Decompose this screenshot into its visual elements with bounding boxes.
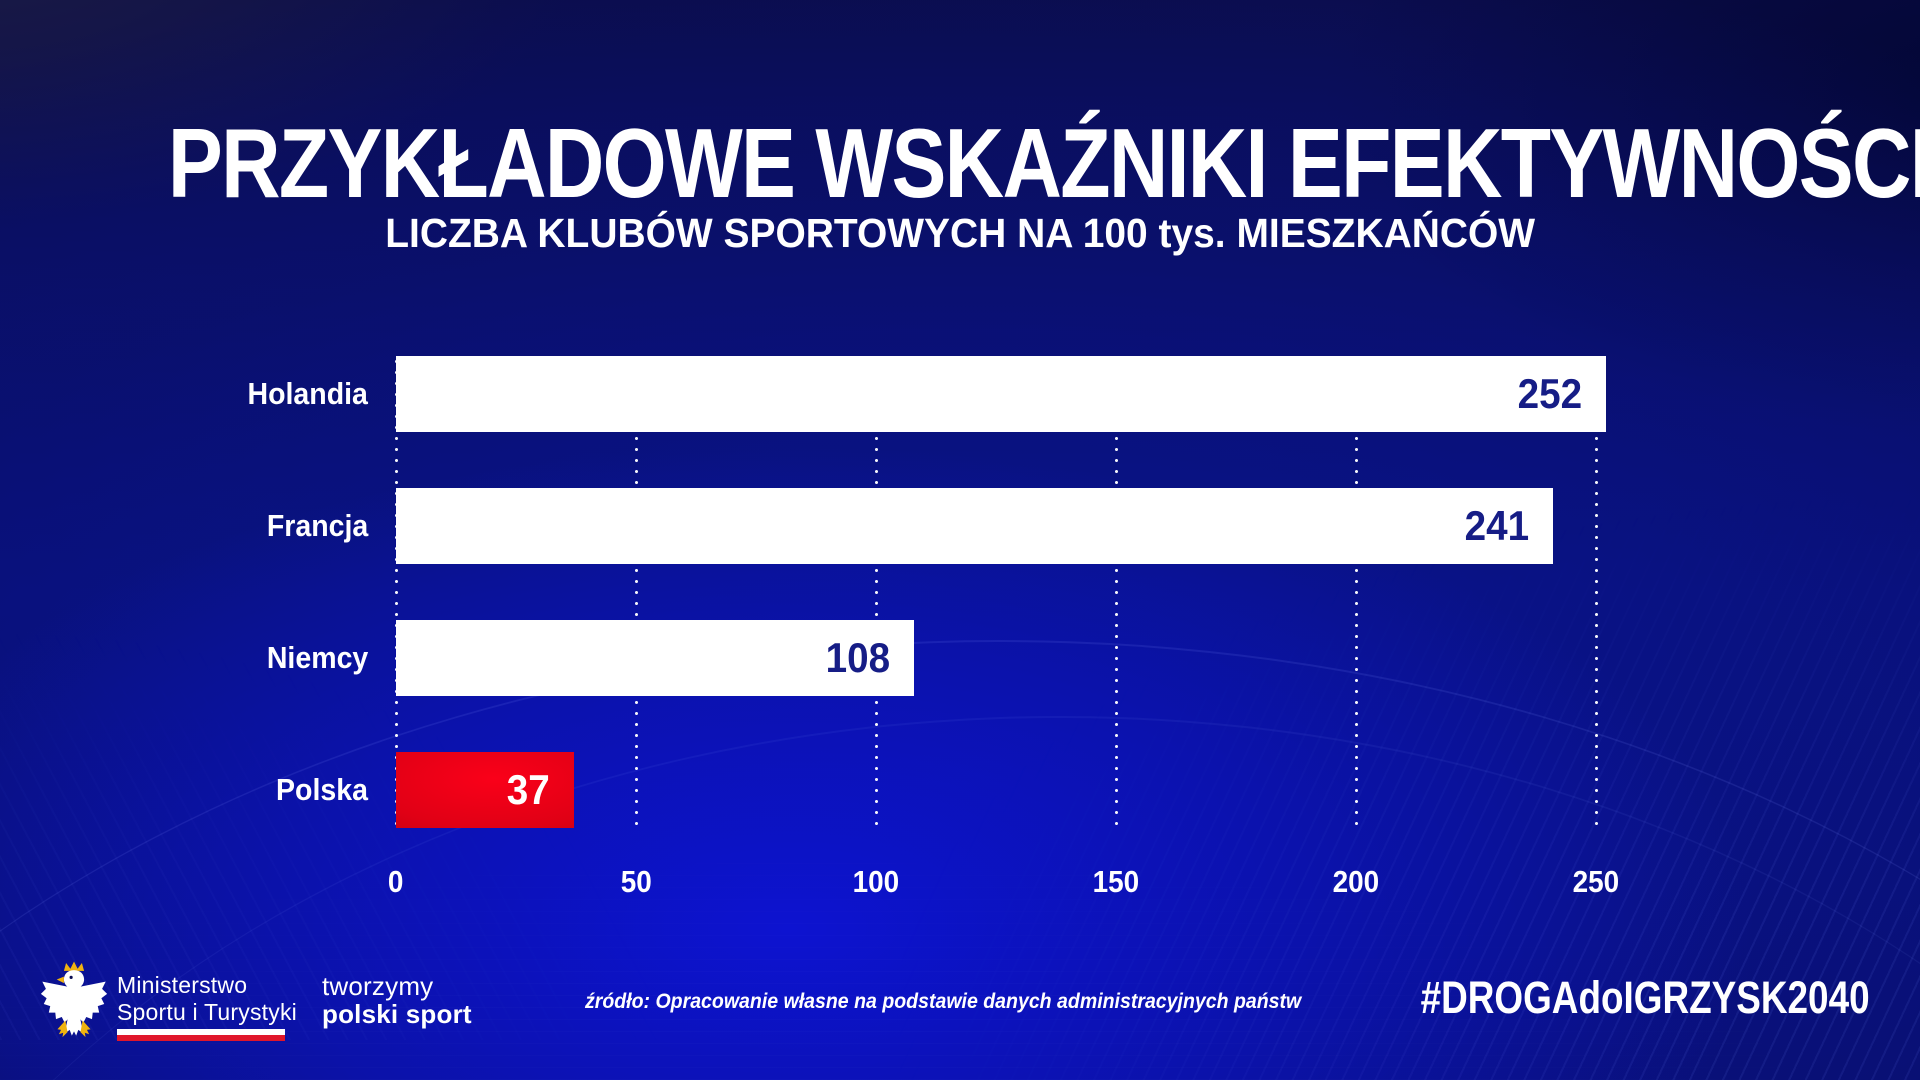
page-title-text: PRZYKŁADOWE WSKAŹNIKI EFEKTYWNOŚCI [167, 107, 1920, 218]
axis-tick-0: 0 [336, 864, 456, 900]
axis-tick-label: 150 [1092, 864, 1140, 899]
bar-niemcy: 108 [396, 620, 915, 696]
axis-tick-label: 100 [852, 864, 900, 899]
chart-subtitle: LICZBA KLUBÓW SPORTOWYCH NA 100 tys. MIE… [0, 210, 1920, 257]
axis-tick-50: 50 [576, 864, 696, 900]
ministry-name-line1: Ministerstwo [117, 972, 248, 998]
category-label-niemcy: Niemcy [48, 620, 368, 696]
axis-tick-label: 250 [1572, 864, 1620, 899]
category-label-text: Polska [276, 772, 368, 807]
campaign-hashtag: #DROGAdoIGRZYSK2040 [1322, 972, 1870, 1024]
tagline-line2: polski sport [322, 999, 472, 1029]
category-label-francja: Francja [48, 488, 368, 564]
value-label-francja: 241 [1464, 502, 1529, 549]
page-title: PRZYKŁADOWE WSKAŹNIKI EFEKTYWNOŚCI [0, 107, 1920, 218]
chart-subtitle-text: LICZBA KLUBÓW SPORTOWYCH NA 100 tys. MIE… [385, 210, 1535, 257]
axis-tick-250: 250 [1536, 864, 1656, 900]
flag-white-stripe [117, 1029, 285, 1035]
category-label-holandia: Holandia [48, 356, 368, 432]
category-label-text: Niemcy [266, 640, 368, 675]
polish-eagle-icon [40, 961, 108, 1038]
gridline-50 [634, 356, 638, 828]
campaign-hashtag-text: #DROGAdoIGRZYSK2040 [1420, 972, 1870, 1023]
source-note-text: źródło: Opracowanie własne na podstawie … [584, 990, 1302, 1013]
gridline-200 [1354, 356, 1358, 828]
category-label-text: Holandia [247, 376, 368, 411]
gridline-150 [1114, 356, 1118, 828]
bar-polska: 37 [396, 752, 574, 828]
axis-tick-label: 200 [1332, 864, 1380, 899]
axis-tick-200: 200 [1296, 864, 1416, 900]
gridline-0 [394, 356, 398, 828]
tagline: tworzymy polski sport [322, 972, 472, 1028]
value-label-holandia: 252 [1517, 370, 1582, 417]
value-label-niemcy: 108 [825, 634, 891, 681]
axis-tick-150: 150 [1056, 864, 1176, 900]
axis-tick-label: 0 [388, 864, 404, 899]
category-label-polska: Polska [48, 752, 368, 828]
swoosh-arc [0, 640, 1920, 1080]
bar-francja: 241 [396, 488, 1553, 564]
ministry-name-line2: Sportu i Turystyki [117, 999, 297, 1025]
axis-tick-label: 50 [620, 864, 652, 899]
bar-holandia: 252 [396, 356, 1606, 432]
poland-flag-icon [117, 1029, 285, 1041]
ministry-logo-text: Ministerstwo Sportu i Turystyki [117, 972, 297, 1026]
axis-tick-100: 100 [816, 864, 936, 900]
fine-horizontal-lines [0, 830, 1920, 1080]
value-label-polska: 37 [506, 766, 550, 813]
tagline-line1: tworzymy [322, 971, 434, 1001]
flag-red-stripe [117, 1035, 285, 1041]
gridline-250 [1594, 356, 1598, 828]
gridline-100 [874, 356, 878, 828]
source-note: źródło: Opracowanie własne na podstawie … [0, 990, 1886, 1014]
category-label-text: Francja [266, 508, 368, 543]
